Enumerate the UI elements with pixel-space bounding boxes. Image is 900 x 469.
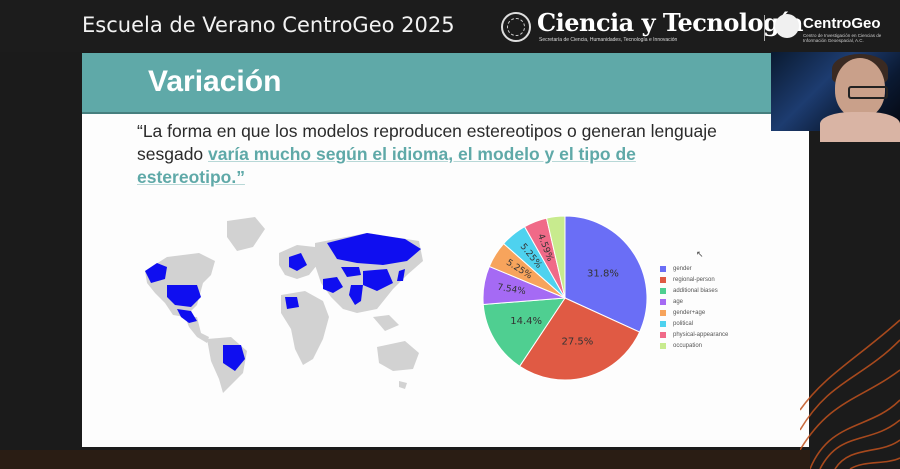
legend-swatch [660,331,666,338]
legend-item: age [660,296,728,307]
legend-label: physical-appearance [673,331,729,338]
presenter-avatar [835,58,885,118]
map-central-america [185,317,209,343]
legend-swatch [660,298,666,305]
legend-label: occupation [673,342,703,349]
map-greenland [227,217,265,251]
map-highlight-mexico [177,309,197,323]
pie-data-label: 31.8% [587,269,619,280]
legend-label: political [673,320,694,327]
map-australia [377,341,419,371]
legend-swatch [660,287,666,294]
legend-item: physical-appearance [660,329,728,340]
presenter-body [820,112,900,142]
legend-label: gender [673,265,692,272]
topographic-decoration [800,319,900,469]
map-southeast-asia [373,315,399,331]
map-africa [281,291,329,365]
event-title: Escuela de Verano CentroGeo 2025 [82,13,455,37]
legend-item: political [660,318,728,329]
pie-data-label: 27.5% [561,336,593,347]
logo-divider [764,15,765,41]
pie-slice-regional-person [518,297,641,381]
presentation-header: Escuela de Verano CentroGeo 2025 Ciencia… [0,0,900,52]
bottom-strip [0,450,810,469]
map-highlight-alaska [145,263,167,283]
legend-swatch [660,320,666,327]
brand-subtitle: Secretaría de Ciencia, Humanidades, Tecn… [539,37,678,43]
pie-data-label: 14.4% [510,316,542,327]
legend-item: gender [660,263,728,274]
map-highlight-west-africa [285,297,299,309]
legend-label: additional biases [673,287,718,294]
map-highlight-brazil [223,345,245,371]
slide-quote: “La forma en que los modelos reproducen … [137,120,737,189]
centrogeo-logo-icon [775,14,799,38]
pie-slice-additional-biases [482,297,566,367]
legend-item: gender+age [660,307,728,318]
map-highlight-middle-east [323,277,343,293]
centrogeo-subtitle: Centro de Investigación en Ciencias de I… [803,33,882,43]
map-highlight-europe [289,253,307,271]
government-seal-icon [501,12,531,42]
map-highlight-china [363,269,393,291]
map-highlight-russia [327,233,421,265]
quote-text: “La forma en que los modelos reproducen … [137,121,717,164]
legend-swatch [660,265,666,272]
legend-label: gender+age [673,309,706,316]
legend-label: regional-person [673,276,715,283]
legend-item: regional-person [660,274,728,285]
legend-item: additional biases [660,285,728,296]
map-highlight-usa [167,285,201,307]
world-map [145,217,423,393]
centrogeo-name: CentroGeo [803,15,881,32]
legend-swatch [660,309,666,316]
legend-swatch [660,276,666,283]
quote-highlight: varía mucho según el idioma, el modelo y… [137,144,636,187]
presenter-glasses-icon [848,86,888,99]
legend-swatch [660,342,666,349]
pie-data-label: 7.54% [497,283,527,297]
legend-item: occupation [660,340,728,351]
slide-title: Variación [148,65,282,98]
slide: Variación “La forma en que los modelos r… [82,53,809,447]
pie-slice-gender [564,215,648,333]
legend-label: age [673,298,684,305]
chart-legend: gender regional-person additional biases ag… [660,263,728,351]
brand-name: Ciencia y Tecnología [537,8,803,37]
map-antarctica-hint [399,381,407,389]
slide-title-band: Variación [82,53,809,114]
pie-slice-occupation [545,215,566,299]
map-highlight-central-asia [341,267,361,277]
mouse-cursor-icon: ↖ [696,249,704,259]
map-highlight-japan [397,269,405,281]
pie-chart: 31.8%27.5%14.4%7.54%5.25%5.25%4.59%3.61% [482,215,648,381]
map-highlight-india [349,285,363,305]
